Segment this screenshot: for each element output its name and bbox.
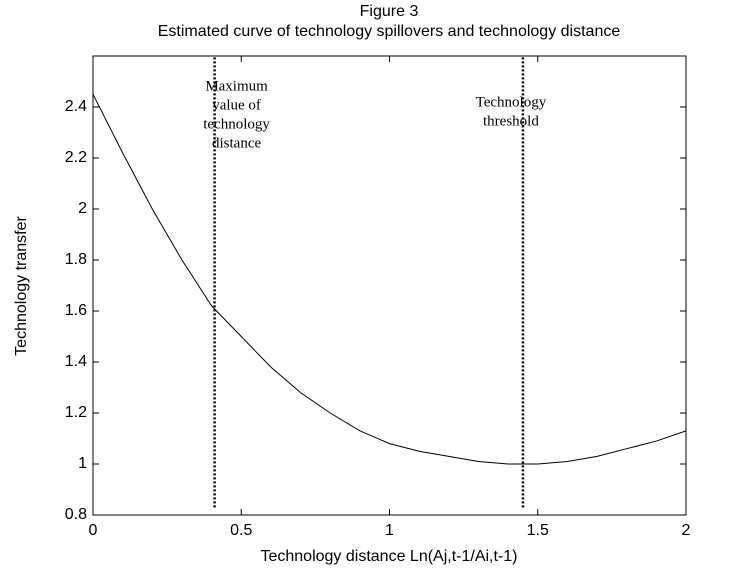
- plot-frame: [92, 55, 687, 516]
- x-tick-label: 2: [682, 522, 691, 539]
- y-tick-label: 1.4: [65, 353, 87, 370]
- x-tick-label: 0.5: [230, 522, 252, 539]
- annotation-text: technology: [203, 116, 270, 132]
- x-tick-label: 0: [89, 522, 98, 539]
- y-tick-label: 2.2: [65, 149, 87, 166]
- y-tick-label: 2: [78, 200, 87, 217]
- annotation-text: threshold: [483, 113, 539, 129]
- x-tick-label: 1.5: [527, 522, 549, 539]
- y-tick-label: 2.4: [65, 98, 87, 115]
- y-tick-label: 1.2: [65, 404, 87, 421]
- x-tick-label: 1: [385, 522, 394, 539]
- chart-title: Figure 3: [360, 3, 419, 20]
- y-tick-label: 1: [78, 455, 87, 472]
- y-tick-label: 1.8: [65, 251, 87, 268]
- y-axis-label: Technology transfer: [13, 216, 30, 356]
- annotation-text: value of: [212, 97, 261, 113]
- annotation-text: Maximum: [205, 78, 268, 94]
- chart-subtitle: Estimated curve of technology spillovers…: [158, 23, 621, 40]
- line-series: [92, 94, 687, 465]
- annotation-text: Technology: [476, 94, 547, 110]
- y-tick-label: 0.8: [65, 506, 87, 523]
- y-tick-label: 1.6: [65, 302, 87, 319]
- annotation-text: distance: [212, 135, 261, 151]
- x-axis-label: Technology distance Ln(Aj,t-1/Ai,t-1): [260, 548, 517, 565]
